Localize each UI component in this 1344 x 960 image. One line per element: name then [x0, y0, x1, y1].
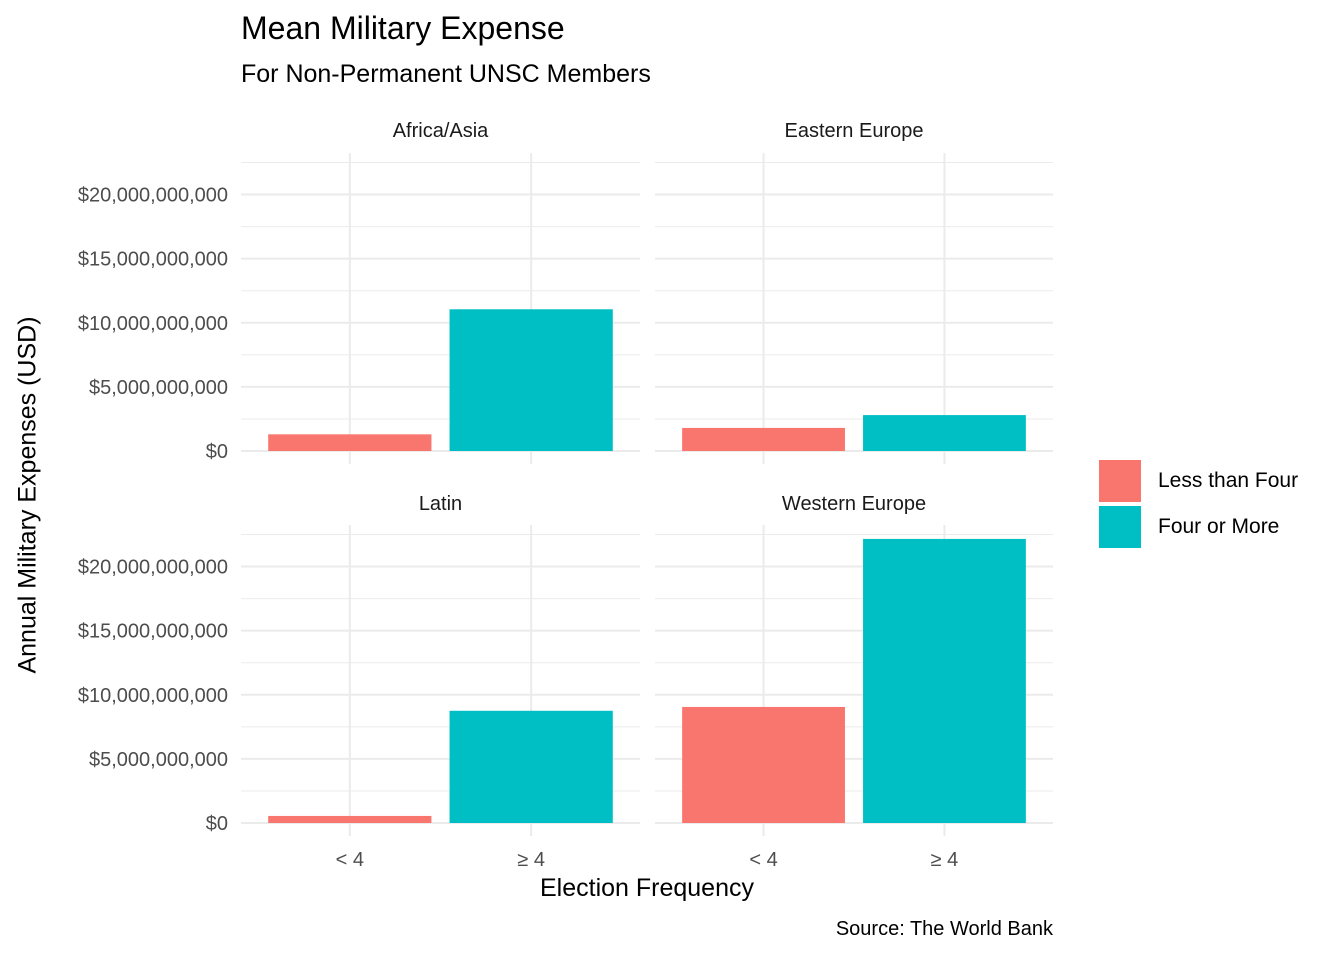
chart-title: Mean Military Expense	[241, 10, 565, 46]
chart-caption: Source: The World Bank	[835, 918, 1053, 940]
legend: Less than Four Four or More	[1099, 458, 1298, 550]
legend-item-four-or-more: Four or More	[1099, 504, 1298, 550]
bar-western-europe-lt4	[682, 706, 845, 823]
bar-western-europe-ge4	[863, 538, 1026, 823]
x-tick-label: < 4	[749, 849, 777, 871]
legend-swatch-less-than-four	[1099, 460, 1141, 502]
y-tick-label: $0	[206, 813, 228, 835]
bar-latin-ge4	[449, 710, 613, 823]
y-tick-label: $0	[206, 441, 228, 463]
y-tick-label: $10,000,000,000	[78, 685, 228, 707]
bar-africa-asia-ge4	[449, 309, 613, 451]
legend-item-less-than-four: Less than Four	[1099, 458, 1298, 504]
bar-eastern-europe-lt4	[682, 427, 845, 451]
bar-latin-lt4	[268, 815, 432, 823]
y-tick-label: $5,000,000,000	[89, 749, 228, 771]
y-tick-label: $5,000,000,000	[89, 377, 228, 399]
y-tick-label: $15,000,000,000	[78, 621, 228, 643]
y-tick-label: $20,000,000,000	[78, 185, 228, 207]
legend-label: Less than Four	[1158, 469, 1299, 492]
x-tick-label: ≥ 4	[931, 849, 959, 871]
x-tick-label: < 4	[336, 849, 364, 871]
y-tick-label: $20,000,000,000	[78, 557, 228, 579]
facet-strip-label: Western Europe	[782, 493, 926, 515]
legend-swatch-four-or-more	[1099, 506, 1141, 548]
chart-subtitle: For Non-Permanent UNSC Members	[241, 60, 651, 88]
facet-strip-label: Eastern Europe	[785, 120, 924, 142]
y-tick-label: $15,000,000,000	[78, 249, 228, 271]
bar-africa-asia-lt4	[268, 434, 432, 451]
legend-label: Four or More	[1158, 515, 1280, 538]
facet-strip-label: Latin	[419, 493, 462, 515]
x-tick-label: ≥ 4	[517, 849, 545, 871]
facet-strip-label: Africa/Asia	[393, 120, 489, 142]
bar-eastern-europe-ge4	[863, 415, 1026, 451]
y-tick-label: $10,000,000,000	[78, 313, 228, 335]
x-axis-label: Election Frequency	[539, 874, 754, 902]
